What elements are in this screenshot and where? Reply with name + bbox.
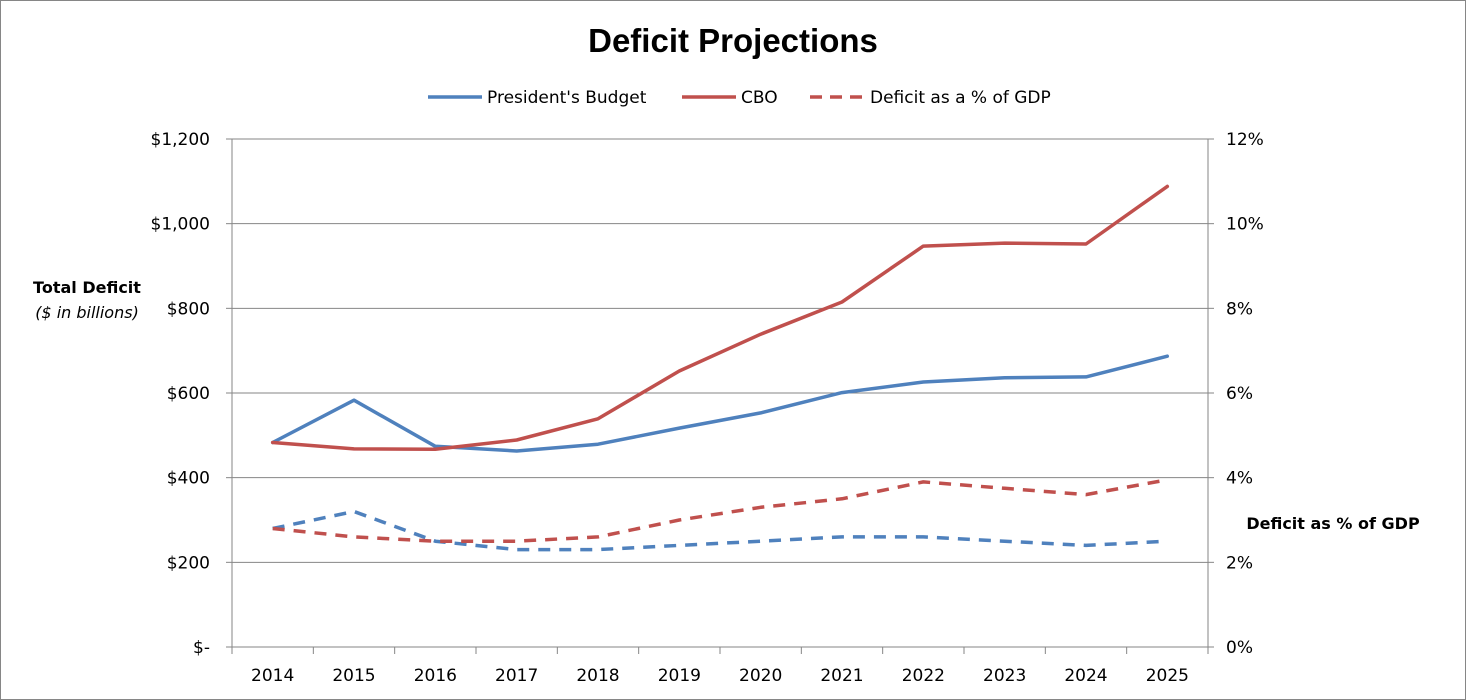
y-tick-labels: $- $200 $400 $600 $800 $1,000 $1,200 (151, 130, 210, 658)
y2-tick-label: 6% (1226, 384, 1253, 404)
x-tick-label: 2022 (902, 666, 945, 686)
y-tick-label: $- (193, 638, 210, 658)
x-tick-label: 2021 (820, 666, 863, 686)
axes (226, 138, 1214, 654)
legend-label-presidents-budget: President's Budget (487, 88, 647, 108)
y2-axis-label: Deficit as % of GDP (1246, 514, 1420, 533)
x-tick-label: 2017 (495, 666, 538, 686)
y-tick-label: $600 (167, 384, 210, 404)
y2-tick-label: 12% (1226, 130, 1264, 150)
series-lines (270, 184, 1170, 552)
x-tick-label: 2018 (576, 666, 619, 686)
series-line-pb_gdp (272, 509, 1168, 552)
y2-tick-label: 4% (1226, 469, 1253, 489)
x-tick-label: 2015 (332, 666, 375, 686)
y2-tick-label: 8% (1226, 299, 1253, 319)
gridlines (232, 138, 1208, 563)
y2-tick-label: 2% (1226, 553, 1253, 573)
x-tick-labels: 2014 2015 2016 2017 2018 2019 2020 2021 2022 2023… (251, 666, 1189, 686)
y-axis-label: Total Deficit (33, 278, 141, 297)
series-line-cbo_gdp (272, 478, 1168, 543)
y-tick-label: $1,000 (151, 215, 210, 235)
y2-tick-label: 0% (1226, 638, 1253, 658)
chart-title: Deficit Projections (588, 22, 878, 59)
y-tick-label: $400 (167, 469, 210, 489)
x-tick-label: 2014 (251, 666, 294, 686)
x-tick-label: 2024 (1064, 666, 1107, 686)
legend-label-cbo: CBO (741, 88, 778, 108)
x-tick-label: 2020 (739, 666, 782, 686)
y2-tick-labels: 0% 2% 4% 6% 8% 10% 12% (1226, 130, 1264, 658)
y-axis-sublabel: ($ in billions) (35, 303, 139, 322)
x-tick-label: 2023 (983, 666, 1026, 686)
y-tick-label: $1,200 (151, 130, 210, 150)
legend: President's Budget CBO Deficit as a % of… (428, 88, 1051, 108)
y-tick-label: $200 (167, 553, 210, 573)
x-tick-label: 2019 (658, 666, 701, 686)
y-tick-label: $800 (167, 299, 210, 319)
legend-label-deficit-gdp: Deficit as a % of GDP (870, 88, 1051, 108)
x-tick-label: 2025 (1146, 666, 1189, 686)
x-tick-label: 2016 (414, 666, 457, 686)
series-line-cbo (270, 184, 1170, 452)
series-line-pb (270, 354, 1170, 453)
y2-tick-label: 10% (1226, 215, 1264, 235)
